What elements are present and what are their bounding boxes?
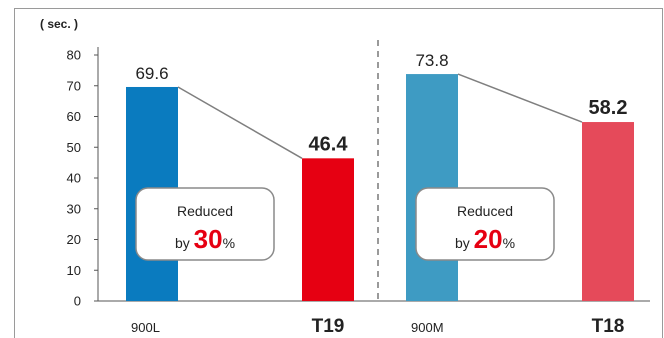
y-axis-unit-label: ( sec. ) — [40, 17, 78, 31]
y-tick-label: 80 — [67, 48, 81, 63]
callout-line1: Reduced — [457, 203, 513, 219]
reduction-connector-line — [177, 86, 303, 159]
chart-frame — [14, 8, 663, 338]
value-label: 69.6 — [135, 64, 168, 83]
y-tick-label: 10 — [67, 263, 81, 278]
category-label: T18 — [592, 316, 625, 337]
category-label: T19 — [312, 316, 345, 337]
value-label: 73.8 — [415, 51, 448, 70]
callout-by-text: by — [175, 235, 194, 251]
y-tick-label: 70 — [67, 78, 81, 93]
y-tick-label: 20 — [67, 232, 81, 247]
bar-t18 — [582, 122, 634, 301]
callout-line1: Reduced — [177, 203, 233, 219]
callout-line2: by 20% — [455, 224, 515, 254]
category-label: 900L — [131, 320, 160, 335]
callout-percent-value: 20 — [474, 224, 503, 254]
y-tick-label: 40 — [67, 171, 81, 186]
callout-line2: by 30% — [175, 224, 235, 254]
y-tick-label: 30 — [67, 201, 81, 216]
bar-t19 — [302, 158, 354, 301]
callout-percent-sign: % — [503, 235, 515, 251]
y-tick-label: 50 — [67, 140, 81, 155]
value-label: 58.2 — [589, 97, 628, 119]
callout-by-text: by — [455, 235, 474, 251]
callout-layer: Reduced by 30% Reduced by 20% — [135, 187, 555, 261]
y-tick-label: 0 — [74, 294, 81, 309]
callout-percent-value: 30 — [194, 224, 223, 254]
category-label: 900M — [411, 320, 444, 335]
value-label: 46.4 — [309, 133, 349, 155]
reduction-connector-line — [457, 73, 583, 123]
callout-percent-sign: % — [223, 235, 235, 251]
reduction-callout-box — [135, 187, 275, 261]
reduction-callout-box — [415, 187, 555, 261]
axis-layer: 0 10 20 30 40 50 60 70 80 — [67, 40, 650, 309]
y-tick-label: 60 — [67, 109, 81, 124]
